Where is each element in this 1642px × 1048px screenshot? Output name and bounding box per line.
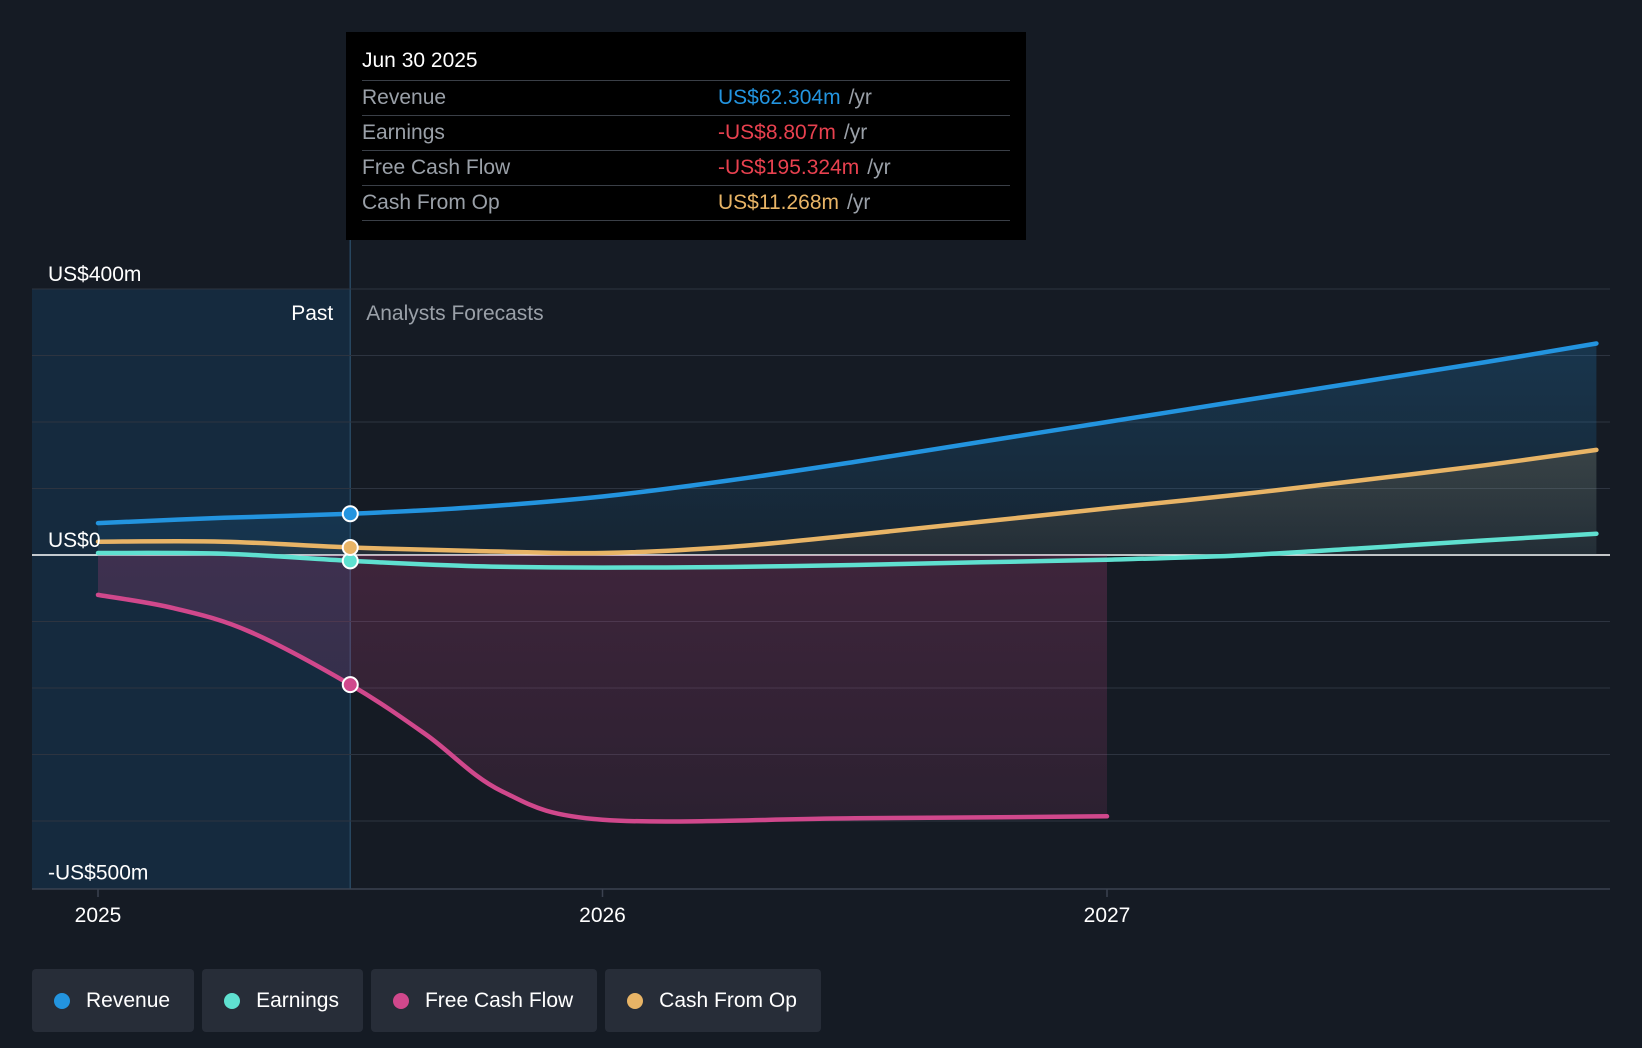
- tooltip-row-label: Revenue: [362, 86, 447, 109]
- point-revenue[interactable]: [341, 505, 359, 523]
- legend-label: Free Cash Flow: [424, 988, 574, 1012]
- tooltip-row-unit: /yr: [843, 121, 868, 144]
- legend-item-cash-from-op[interactable]: Cash From Op: [605, 969, 821, 1032]
- legend-item-revenue[interactable]: Revenue: [32, 969, 195, 1032]
- tooltip-row: Earnings -US$8.807m/yr: [362, 115, 1010, 150]
- legend-label: Revenue: [86, 988, 171, 1012]
- x-tick-label: 2026: [579, 904, 626, 927]
- area-cfo: [98, 449, 1597, 555]
- tooltip-row: Revenue US$62.304m/yr: [362, 80, 1010, 115]
- legend-item-free-cash-flow[interactable]: Free Cash Flow: [370, 969, 598, 1032]
- legend-item-earnings[interactable]: Earnings: [202, 969, 363, 1032]
- tooltip-row: Cash From Op US$11.268m/yr: [362, 185, 1010, 221]
- tooltip-row-value: -US$195.324m: [718, 156, 860, 179]
- circle-icon: [224, 992, 241, 1009]
- circle-icon: [54, 992, 70, 1009]
- tooltip-row-label: Free Cash Flow: [362, 156, 511, 179]
- tooltip-date: Jun 30 2025: [362, 49, 478, 72]
- legend: Revenue Earnings Free Cash Flow Cash From O…: [32, 969, 821, 1032]
- tooltip-row-value: -US$8.807m: [718, 121, 836, 144]
- tooltip-row-label: Earnings: [362, 121, 445, 144]
- past-label: Past: [291, 302, 333, 325]
- x-tick-label: 2025: [75, 904, 122, 927]
- tooltip-row-label: Cash From Op: [362, 191, 500, 214]
- point-cfo[interactable]: [341, 538, 359, 556]
- tooltip-rows: Revenue US$62.304m/yr Earnings -US$8.807m/y…: [362, 80, 1010, 221]
- line-fcf: [95, 592, 1110, 824]
- tooltip-row: Free Cash Flow -US$195.324m/yr: [362, 150, 1010, 185]
- area-fcf: [98, 555, 1107, 822]
- circle-icon: [392, 992, 409, 1009]
- legend-label: Cash From Op: [659, 988, 797, 1012]
- y-tick-label: US$400m: [48, 263, 141, 286]
- tooltip: Jun 30 2025 Revenue US$62.304m/yr Earnings…: [346, 32, 1026, 240]
- tooltip-row-unit: /yr: [848, 86, 872, 109]
- y-tick-label: US$0: [48, 529, 101, 552]
- tooltip-row-value: US$62.304m: [718, 86, 841, 109]
- legend-label: Earnings: [256, 988, 339, 1012]
- tooltip-row-value: US$11.268m: [718, 191, 840, 214]
- tooltip-row-unit: /yr: [847, 191, 871, 214]
- point-fcf[interactable]: [341, 676, 359, 694]
- x-tick-label: 2027: [1084, 904, 1131, 927]
- forecast-label: Analysts Forecasts: [366, 302, 543, 325]
- circle-icon: [627, 992, 644, 1009]
- y-tick-label: -US$500m: [48, 862, 148, 885]
- tooltip-row-unit: /yr: [867, 156, 891, 179]
